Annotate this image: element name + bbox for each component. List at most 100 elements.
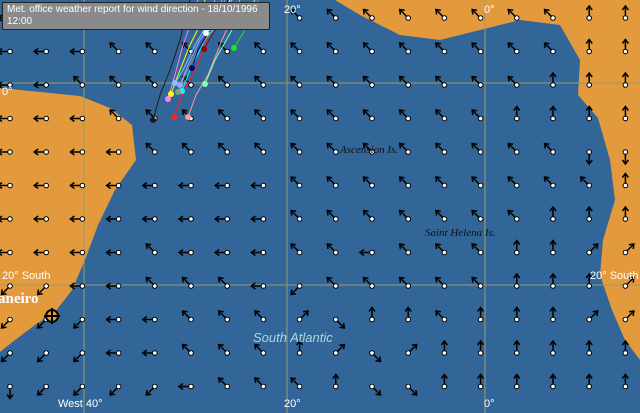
wind-arrow-icon — [398, 109, 412, 122]
track-position-marker[interactable] — [175, 89, 181, 95]
wind-arrow-icon — [622, 243, 635, 256]
label-lon-0-bottom: 0° — [484, 398, 495, 410]
wind-arrow-icon — [621, 38, 630, 55]
wind-arrow-icon — [69, 47, 86, 56]
wind-arrow-icon — [0, 350, 13, 363]
track-position-marker[interactable] — [203, 30, 209, 36]
track-position-marker[interactable] — [231, 45, 237, 51]
wind-arrow-icon — [326, 109, 339, 122]
wind-arrow-icon — [579, 176, 593, 189]
track-position-marker[interactable] — [201, 46, 207, 52]
location-marker-icon[interactable] — [44, 308, 60, 324]
wind-arrow-icon — [217, 377, 230, 390]
track-position-marker[interactable] — [168, 91, 174, 97]
wind-arrow-icon — [435, 310, 448, 323]
wind-arrow-icon — [290, 283, 303, 296]
wind-arrow-icon — [69, 148, 86, 156]
wind-arrow-icon — [471, 142, 484, 155]
wind-arrow-icon — [621, 205, 630, 222]
wind-arrow-icon — [181, 276, 194, 289]
wind-arrow-icon — [105, 349, 122, 357]
wind-arrow-icon — [217, 310, 230, 323]
wind-arrow-icon — [622, 276, 635, 289]
wind-arrow-icon — [177, 382, 194, 391]
wind-arrow-icon — [621, 339, 630, 356]
label-west-40: West 40° — [58, 398, 103, 410]
wind-arrow-icon — [513, 105, 521, 122]
wind-arrow-icon — [471, 176, 484, 189]
track-position-marker[interactable] — [171, 114, 177, 120]
wind-arrow-icon — [326, 209, 339, 222]
wind-arrow-icon — [549, 71, 557, 88]
wind-arrow-icon — [332, 373, 340, 390]
wind-arrow-icon — [621, 172, 630, 189]
wind-arrow-icon — [621, 71, 630, 88]
wind-arrow-icon — [73, 383, 86, 396]
wind-arrow-icon — [507, 209, 520, 222]
wind-arrow-icon — [513, 239, 521, 256]
wind-arrow-icon — [440, 339, 448, 356]
wind-arrow-icon — [435, 243, 448, 256]
wind-arrow-icon — [326, 8, 339, 21]
wind-arrow-icon — [507, 75, 520, 88]
label-lon-20-top: 20° — [284, 4, 301, 16]
wind-arrow-icon — [477, 373, 485, 390]
wind-arrow-icon — [471, 8, 484, 21]
wind-arrow-icon — [507, 8, 520, 21]
wind-arrow-icon — [6, 383, 14, 400]
track-position-marker[interactable] — [202, 81, 208, 87]
wind-arrow-icon — [0, 81, 13, 89]
wind-arrow-icon — [507, 176, 520, 189]
wind-arrow-icon — [358, 248, 375, 257]
wind-arrow-icon — [254, 142, 267, 155]
wind-arrow-icon — [105, 315, 122, 324]
wind-arrow-icon — [217, 109, 230, 122]
wind-arrow-icon — [254, 75, 267, 88]
wind-arrow-icon — [585, 4, 593, 21]
track-position-marker[interactable] — [189, 65, 195, 71]
wind-arrow-icon — [549, 373, 557, 390]
track-position-marker[interactable] — [150, 117, 156, 123]
wind-arrow-icon — [435, 8, 448, 21]
wind-arrow-icon — [32, 148, 50, 156]
wind-arrow-icon — [362, 209, 375, 222]
wind-arrow-icon — [369, 383, 382, 396]
wind-arrow-icon — [213, 215, 230, 223]
wind-arrow-icon — [290, 176, 303, 189]
wind-arrow-icon — [105, 148, 122, 156]
wind-arrow-icon — [543, 176, 556, 189]
wind-arrow-icon — [177, 181, 194, 190]
label-saint-helena[interactable]: Saint Helena Is. — [425, 227, 496, 239]
wind-arrow-icon — [181, 310, 194, 323]
label-lon-20-bottom: 20° — [284, 398, 301, 410]
wind-arrow-icon — [398, 243, 412, 256]
wind-arrow-icon — [471, 109, 484, 122]
wind-arrow-icon — [105, 215, 122, 223]
wind-arrow-icon — [296, 339, 304, 356]
wind-arrow-icon — [254, 377, 267, 390]
track-position-marker[interactable] — [172, 80, 178, 86]
wind-arrow-icon — [513, 339, 521, 356]
wind-arrow-icon — [0, 215, 13, 223]
wind-arrow-icon — [405, 383, 418, 396]
wind-arrow-icon — [69, 181, 86, 190]
wind-arrow-icon — [513, 272, 521, 289]
label-ascension[interactable]: Ascension Is. — [340, 144, 399, 156]
wind-arrow-icon — [435, 276, 448, 289]
track-position-marker[interactable] — [185, 114, 191, 120]
wind-arrow-icon — [362, 109, 375, 122]
wind-arrow-icon — [435, 109, 448, 122]
track-position-marker[interactable] — [165, 96, 171, 102]
wind-arrow-icon — [145, 142, 158, 155]
wind-arrow-icon — [181, 142, 194, 155]
wind-arrow-icon — [69, 114, 86, 123]
track-position-marker[interactable] — [177, 82, 183, 88]
wind-arrow-icon — [109, 109, 122, 122]
label-lat-20s-right: 20° South — [590, 270, 639, 282]
wind-arrow-icon — [109, 75, 122, 88]
wind-arrow-icon — [398, 209, 412, 222]
label-rio-de-janeiro[interactable]: aneiro — [0, 291, 39, 307]
wind-arrow-icon — [549, 205, 557, 222]
